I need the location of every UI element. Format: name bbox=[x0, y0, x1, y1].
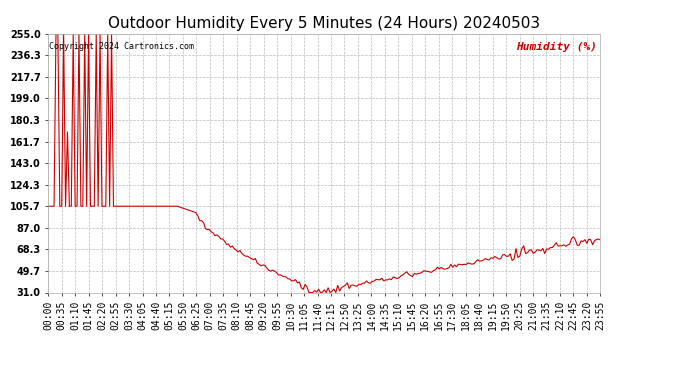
Text: Humidity (%): Humidity (%) bbox=[517, 42, 598, 51]
Title: Outdoor Humidity Every 5 Minutes (24 Hours) 20240503: Outdoor Humidity Every 5 Minutes (24 Hou… bbox=[108, 16, 540, 31]
Text: Copyright 2024 Cartronics.com: Copyright 2024 Cartronics.com bbox=[50, 42, 195, 51]
